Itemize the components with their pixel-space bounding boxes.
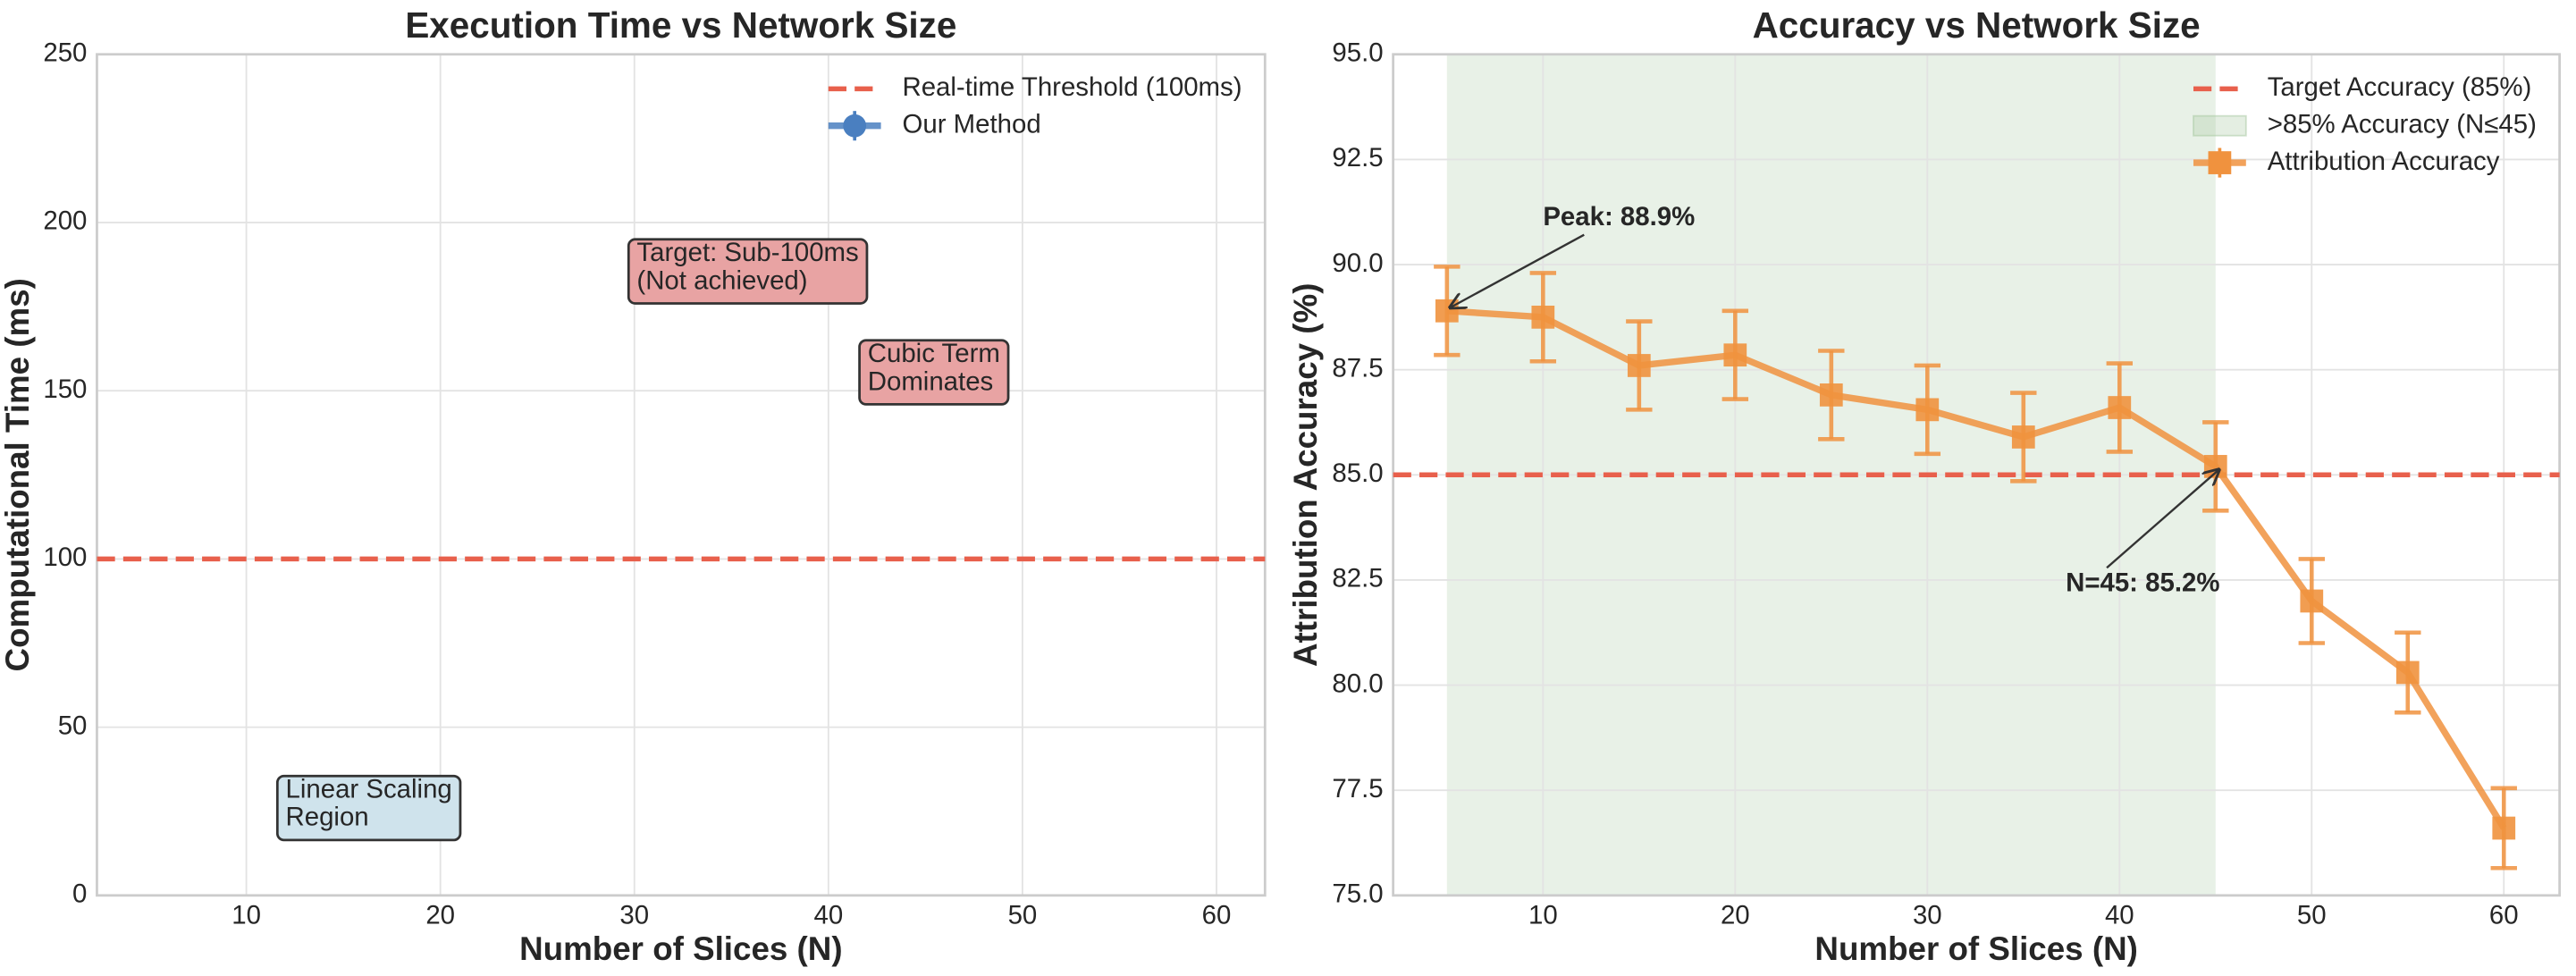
y-tick-label: 95.0 — [1332, 38, 1383, 68]
x-tick-label: 10 — [1528, 900, 1558, 930]
plot: 10 20 30 40 50 60 75.0 77.5 80.0 82.5 85.0 87.5 90.0… — [1287, 4, 2561, 967]
y-tick-label: 85.0 — [1332, 459, 1383, 488]
marker — [1819, 383, 1843, 407]
annotation-arrow — [1451, 233, 1585, 307]
marker — [1915, 398, 1940, 422]
y-tick-label: 90.0 — [1332, 248, 1383, 278]
x-tick-label: 20 — [1721, 900, 1750, 930]
legend-label: Our Method — [902, 109, 1040, 139]
legend-key — [843, 114, 867, 138]
y-tick-label: 80.0 — [1332, 669, 1383, 698]
marker — [2492, 816, 2516, 840]
annotation-text: Linear Scaling — [286, 775, 452, 804]
annotation-text: Dominates — [868, 366, 993, 396]
legend-label: >85% Accuracy (N≤45) — [2268, 109, 2537, 139]
y-tick-label: 250 — [43, 38, 87, 68]
legend: Real-time Threshold (100ms) Our Method — [828, 72, 1242, 141]
marker — [1435, 299, 1459, 323]
annotation: Target: Sub-100ms(Not achieved) — [627, 238, 869, 305]
x-tick-label: 40 — [813, 900, 843, 930]
x-tick-label: 30 — [619, 900, 649, 930]
marker — [1723, 343, 1747, 367]
x-tick-label: 40 — [2105, 900, 2134, 930]
marker — [2395, 660, 2420, 685]
y-tick-label: 50 — [58, 711, 88, 740]
y-tick-label: 200 — [43, 206, 87, 236]
legend-label: Real-time Threshold (100ms) — [902, 72, 1242, 102]
x-tick-label: 10 — [232, 900, 261, 930]
x-tick-label: 30 — [1913, 900, 1942, 930]
legend-key — [2208, 151, 2232, 174]
x-tick-label: 50 — [2297, 900, 2327, 930]
annotation-box — [858, 339, 1010, 406]
y-tick-label: 150 — [43, 374, 87, 404]
marker — [1531, 305, 1555, 329]
y-tick-label: 92.5 — [1332, 143, 1383, 172]
legend-label: Attribution Accuracy — [2268, 147, 2500, 176]
plot-area — [97, 54, 1266, 896]
x-tick-label: 60 — [2489, 900, 2519, 930]
legend: Target Accuracy (85%) >85% Accuracy (N≤45… — [2193, 72, 2537, 178]
annotation-box — [627, 238, 869, 305]
plot-frame — [96, 53, 1267, 897]
annotation-text: Target: Sub-100ms — [636, 238, 858, 267]
marker — [2108, 396, 2132, 419]
marker — [2203, 455, 2227, 478]
annotation-arrow — [2106, 470, 2218, 569]
series-line — [1446, 307, 2507, 830]
annotation-text: Region — [286, 803, 369, 832]
y-tick-label: 77.5 — [1332, 774, 1383, 804]
chart-title: Accuracy vs Network Size — [1753, 4, 2201, 46]
annotation-text: Peak: 88.9% — [1543, 202, 1695, 231]
marker — [1627, 354, 1651, 377]
chart-title: Execution Time vs Network Size — [405, 4, 956, 46]
annotation-text: Cubic Term — [868, 339, 1000, 368]
x-tick-label: 20 — [425, 900, 455, 930]
legend-label: Target Accuracy (85%) — [2268, 72, 2532, 102]
marker — [2011, 425, 2035, 449]
annotation-text: N=45: 85.2% — [2066, 568, 2219, 597]
x-axis-label: Number of Slices (N) — [519, 930, 842, 967]
y-tick-label: 82.5 — [1332, 564, 1383, 593]
x-tick-label: 50 — [1008, 900, 1038, 930]
annotation-box — [275, 774, 462, 842]
y-tick-label: 0 — [72, 879, 87, 909]
legend-key — [2193, 114, 2247, 137]
x-axis-label: Number of Slices (N) — [1814, 930, 2137, 967]
y-axis-label: Attribution Accuracy (%) — [1287, 283, 1324, 667]
y-tick-label: 100 — [43, 543, 87, 572]
y-axis-label: Computational Time (ms) — [0, 278, 36, 671]
plot: 10 20 30 40 50 60 0 50 100 150 200 250 Execution Tim… — [0, 4, 1267, 967]
marker — [2300, 589, 2324, 613]
annotation-text: (Not achieved) — [636, 265, 807, 295]
x-tick-label: 60 — [1202, 900, 1232, 930]
y-tick-label: 75.0 — [1332, 879, 1383, 909]
y-tick-label: 87.5 — [1332, 353, 1383, 383]
